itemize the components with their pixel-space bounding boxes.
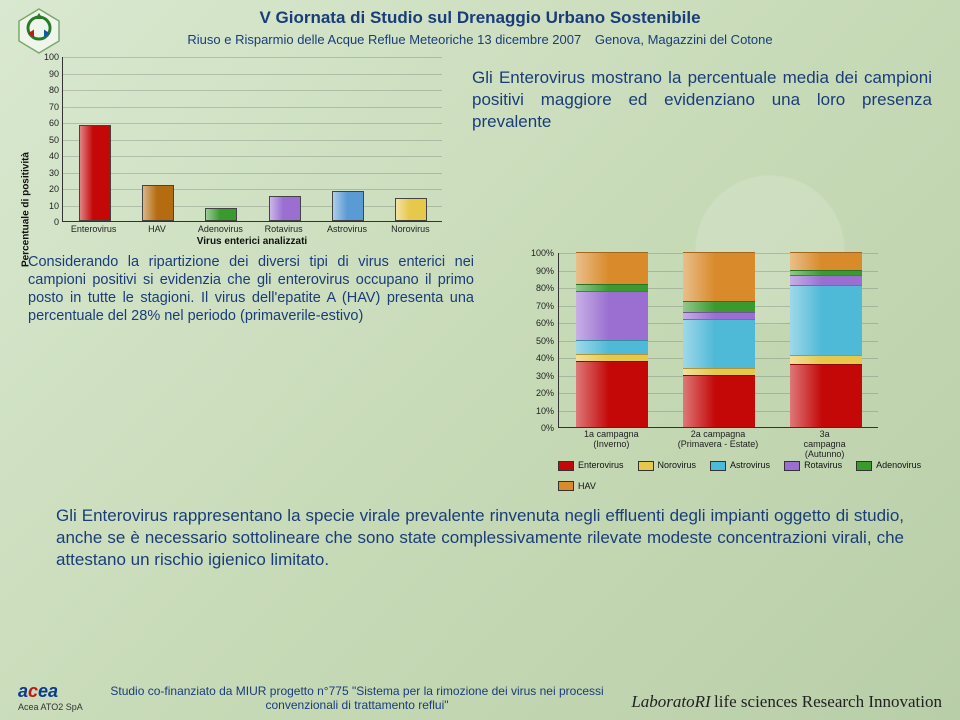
recycle-icon xyxy=(14,6,64,56)
legend-item: Astrovirus xyxy=(710,460,770,471)
stacked-segment xyxy=(576,252,648,284)
paragraph-left: Considerando la ripartizione dei diversi… xyxy=(28,253,474,491)
legend-swatch xyxy=(856,461,872,471)
bar-chart-xlabel: Virus enterici analizzati xyxy=(62,236,442,247)
title-sub: Riuso e Risparmio delle Acque Reflue Met… xyxy=(10,32,950,47)
stacked-segment xyxy=(683,368,755,375)
bar-chart-ylabel: Percentuale di positività xyxy=(21,152,32,267)
stacked-segment xyxy=(576,340,648,354)
stacked-segment xyxy=(576,361,648,428)
legend-swatch xyxy=(558,461,574,471)
summary-text-right: Gli Enterovirus mostrano la percentuale … xyxy=(472,57,932,247)
lab-brand: LaboratoRI xyxy=(631,692,710,711)
stacked-column xyxy=(790,252,862,427)
bar xyxy=(205,208,237,221)
stacked-column xyxy=(576,252,648,427)
legend-swatch xyxy=(784,461,800,471)
legend-item: Norovirus xyxy=(638,460,697,471)
footer-study-text: Studio co-finanziato da MIUR progetto n°… xyxy=(83,684,632,712)
stacked-chart-xticks: 1a campagna(Inverno)2a campagna(Primaver… xyxy=(558,428,878,454)
subtitle-right: Genova, Magazzini del Cotone xyxy=(595,32,773,47)
stacked-chart-yticks: 0%10%20%30%40%50%60%70%80%90%100% xyxy=(524,253,554,491)
bar xyxy=(395,198,427,221)
stacked-segment xyxy=(576,354,648,361)
content: Percentuale di positività 01020304050607… xyxy=(0,51,960,571)
stacked-segment xyxy=(683,252,755,301)
legend-item: HAV xyxy=(558,481,596,492)
lab-sub: life sciences Research Innovation xyxy=(714,692,942,711)
stacked-segment xyxy=(790,364,862,427)
acea-sub: Acea ATO2 SpA xyxy=(18,702,83,712)
row-middle: Considerando la ripartizione dei diversi… xyxy=(28,253,932,491)
stacked-chart-legend: Enterovirus Norovirus Astrovirus Rotavirus A… xyxy=(558,460,922,491)
subtitle-left: Riuso e Risparmio delle Acque Reflue Met… xyxy=(187,32,581,47)
stacked-segment xyxy=(576,284,648,291)
row-top: Percentuale di positività 01020304050607… xyxy=(28,57,932,247)
stacked-segment xyxy=(790,252,862,270)
legend-item: Enterovirus xyxy=(558,460,624,471)
stacked-chart-plot xyxy=(558,253,878,428)
stacked-segment xyxy=(683,319,755,368)
stacked-segment xyxy=(790,270,862,275)
slide-header: V Giornata di Studio sul Drenaggio Urban… xyxy=(0,0,960,51)
stacked-segment xyxy=(576,291,648,340)
legend-item: Adenovirus xyxy=(856,460,921,471)
logo-laboratori: LaboratoRI life sciences Research Innova… xyxy=(631,692,942,712)
paragraph-bottom: Gli Enterovirus rappresentano la specie … xyxy=(56,505,904,570)
bar-chart: Percentuale di positività 01020304050607… xyxy=(28,57,448,247)
footer: acea Acea ATO2 SpA Studio co-finanziato … xyxy=(0,681,960,712)
stacked-segment xyxy=(790,275,862,286)
legend-swatch xyxy=(710,461,726,471)
stacked-segment xyxy=(790,355,862,364)
bar xyxy=(79,125,111,221)
bar-chart-plot: 0102030405060708090100 xyxy=(62,57,442,222)
bar xyxy=(269,196,301,221)
logo-acea: acea Acea ATO2 SpA xyxy=(18,681,83,712)
stacked-column xyxy=(683,252,755,427)
stacked-segment xyxy=(683,301,755,312)
title-main: V Giornata di Studio sul Drenaggio Urban… xyxy=(10,8,950,28)
bar xyxy=(332,191,364,221)
stacked-segment xyxy=(683,312,755,319)
legend-swatch xyxy=(638,461,654,471)
stacked-chart: 0%10%20%30%40%50%60%70%80%90%100% 1a cam… xyxy=(492,253,932,491)
bar-chart-yticks: 0102030405060708090100 xyxy=(33,57,59,221)
stacked-segment xyxy=(790,285,862,355)
acea-brand: acea xyxy=(18,681,58,702)
stacked-segment xyxy=(683,375,755,428)
bar xyxy=(142,185,174,221)
legend-item: Rotavirus xyxy=(784,460,842,471)
legend-swatch xyxy=(558,481,574,491)
